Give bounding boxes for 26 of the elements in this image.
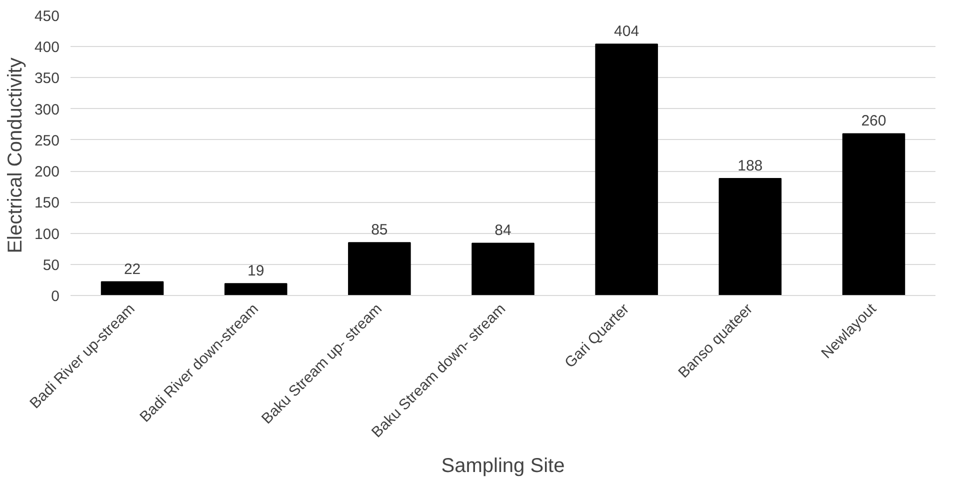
y-tick-label: 350 bbox=[34, 70, 60, 88]
bar bbox=[100, 281, 164, 296]
y-tick-label: 150 bbox=[34, 194, 60, 212]
y-tick-label: 0 bbox=[51, 288, 60, 305]
y-tick-label: 300 bbox=[34, 101, 60, 118]
y-tick-label: 100 bbox=[34, 226, 60, 243]
bar bbox=[595, 44, 658, 296]
y-tick-label: 250 bbox=[34, 132, 60, 150]
y-tick-label: 200 bbox=[34, 164, 60, 181]
data-label: 22 bbox=[124, 260, 141, 278]
data-label: 19 bbox=[248, 262, 264, 280]
y-tick-label: 400 bbox=[34, 39, 60, 56]
data-label: 260 bbox=[861, 112, 886, 130]
bar bbox=[348, 242, 411, 296]
y-tick-label: 50 bbox=[42, 256, 60, 274]
y-axis-title: Electrical Conductivity bbox=[4, 58, 26, 254]
bar bbox=[224, 283, 288, 296]
data-label: 84 bbox=[494, 222, 512, 240]
data-label: 188 bbox=[738, 158, 763, 175]
y-tick-label: 450 bbox=[34, 8, 60, 25]
bar bbox=[472, 242, 534, 296]
bar bbox=[842, 133, 906, 296]
bar bbox=[718, 178, 782, 296]
data-label: 404 bbox=[614, 23, 640, 40]
x-axis-title: Sampling Site bbox=[441, 455, 565, 478]
data-label: 85 bbox=[371, 222, 388, 239]
